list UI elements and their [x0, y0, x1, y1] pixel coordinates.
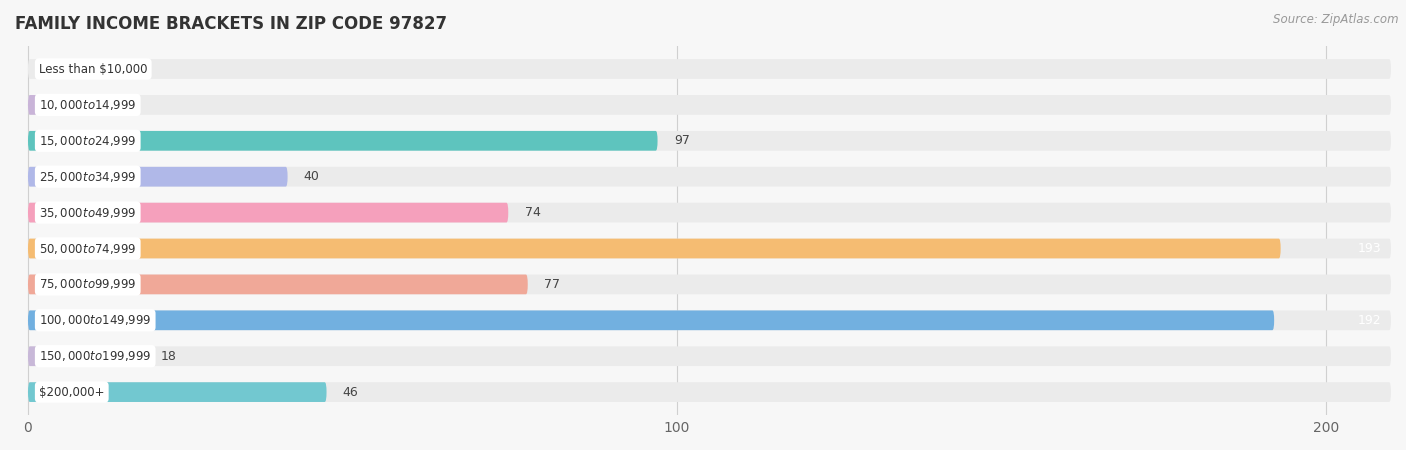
- Text: FAMILY INCOME BRACKETS IN ZIP CODE 97827: FAMILY INCOME BRACKETS IN ZIP CODE 97827: [15, 15, 447, 33]
- FancyBboxPatch shape: [28, 95, 105, 115]
- Text: $200,000+: $200,000+: [39, 386, 104, 399]
- Text: 192: 192: [1358, 314, 1381, 327]
- FancyBboxPatch shape: [28, 131, 658, 151]
- FancyBboxPatch shape: [28, 203, 509, 222]
- Text: 0: 0: [44, 63, 52, 76]
- Text: 12: 12: [122, 99, 138, 112]
- Text: $100,000 to $149,999: $100,000 to $149,999: [39, 313, 152, 327]
- FancyBboxPatch shape: [28, 203, 1391, 222]
- Text: $35,000 to $49,999: $35,000 to $49,999: [39, 206, 136, 220]
- Text: $75,000 to $99,999: $75,000 to $99,999: [39, 277, 136, 292]
- FancyBboxPatch shape: [28, 274, 527, 294]
- Text: 40: 40: [304, 170, 319, 183]
- Text: $10,000 to $14,999: $10,000 to $14,999: [39, 98, 136, 112]
- Text: $50,000 to $74,999: $50,000 to $74,999: [39, 242, 136, 256]
- Text: $150,000 to $199,999: $150,000 to $199,999: [39, 349, 152, 363]
- FancyBboxPatch shape: [28, 310, 1274, 330]
- FancyBboxPatch shape: [28, 382, 1391, 402]
- FancyBboxPatch shape: [28, 131, 1391, 151]
- Text: $25,000 to $34,999: $25,000 to $34,999: [39, 170, 136, 184]
- FancyBboxPatch shape: [28, 238, 1281, 258]
- FancyBboxPatch shape: [28, 346, 145, 366]
- Text: 193: 193: [1358, 242, 1381, 255]
- Text: 74: 74: [524, 206, 540, 219]
- Text: 46: 46: [343, 386, 359, 399]
- Text: 77: 77: [544, 278, 560, 291]
- Text: Less than $10,000: Less than $10,000: [39, 63, 148, 76]
- FancyBboxPatch shape: [28, 310, 1391, 330]
- FancyBboxPatch shape: [28, 346, 1391, 366]
- FancyBboxPatch shape: [28, 167, 288, 187]
- FancyBboxPatch shape: [28, 238, 1391, 258]
- Text: Source: ZipAtlas.com: Source: ZipAtlas.com: [1274, 14, 1399, 27]
- FancyBboxPatch shape: [28, 382, 326, 402]
- FancyBboxPatch shape: [28, 274, 1391, 294]
- FancyBboxPatch shape: [28, 167, 1391, 187]
- FancyBboxPatch shape: [28, 95, 1391, 115]
- Text: 18: 18: [162, 350, 177, 363]
- FancyBboxPatch shape: [28, 59, 1391, 79]
- Text: 97: 97: [673, 134, 690, 147]
- Text: $15,000 to $24,999: $15,000 to $24,999: [39, 134, 136, 148]
